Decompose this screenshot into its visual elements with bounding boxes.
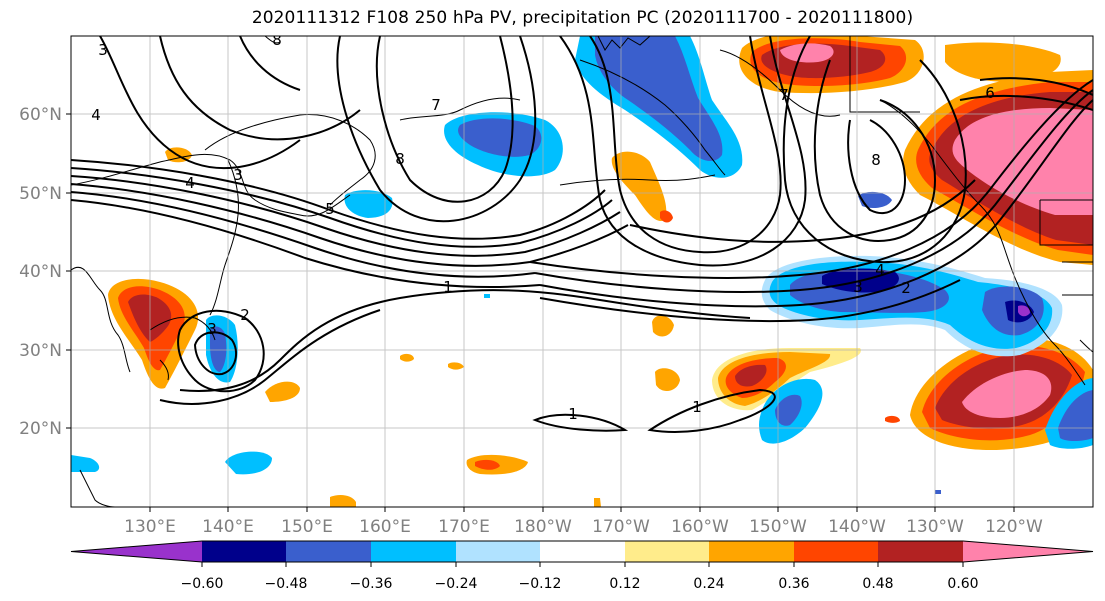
colorbar-swatch [456,541,540,562]
colorbar-tick-label: 0.48 [862,576,893,592]
colorbar-swatch [709,541,794,562]
lat-label: 20°N [19,419,62,439]
colorbar-tick-label: 0.60 [947,576,978,592]
colorbar-swatch [625,541,709,562]
colorbar-swatch [371,541,456,562]
lon-label: 160°W [671,517,729,537]
lon-label: 130°W [906,517,964,537]
contour-label: 2 [901,279,911,297]
contour-label: 4 [875,261,885,279]
colorbar-tick-label: −0.48 [265,576,308,592]
map-title: 2020111312 F108 250 hPa PV, precipitatio… [251,8,914,28]
lon-label: 150°W [749,517,807,537]
colorbar-tick-label: −0.60 [181,576,224,592]
contour-label: 1 [692,398,702,416]
lat-label: 50°N [19,184,62,204]
contour-label: 4 [91,106,101,124]
contour-label: 7 [431,96,441,114]
contour-label: 6 [985,84,995,102]
contour-labels: 3 8 4 3 4 5 8 7 7 8 6 4 3 2 1 2 3 1 1 [91,31,995,423]
colorbar-swatch [794,541,878,562]
colorbar-tick-label: −0.12 [519,576,562,592]
colorbar-swatch [540,541,625,562]
lat-label: 30°N [19,341,62,361]
contour-label: 3 [207,320,217,338]
colorbar-tick-label: 0.12 [609,576,640,592]
lon-label: 140°E [202,517,254,537]
colorbar-tick-label: −0.24 [435,576,478,592]
colorbar-swatch [71,541,202,562]
contour-label: 1 [443,278,453,296]
colorbar-tick-labels: −0.60 −0.48 −0.36 −0.24 −0.12 0.12 0.24 … [181,576,979,592]
lon-label: 180°W [514,517,572,537]
contour-label: 3 [853,278,863,296]
lon-label: 160°E [359,517,411,537]
contour-label: 8 [395,150,405,168]
colorbar-swatch [286,541,371,562]
coastlines [71,36,1093,507]
contour-label: 3 [233,166,243,184]
contour-label: 5 [325,200,335,218]
colorbar-tick-label: −0.36 [350,576,393,592]
contour-label: 4 [185,174,195,192]
contour-label: 8 [272,31,282,49]
colorbar-outline [70,540,1094,563]
colorbar-swatch [963,541,1093,562]
lon-label: 170°W [592,517,650,537]
lat-label: 40°N [19,262,62,282]
colorbar-tick-label: 0.24 [693,576,724,592]
contour-label: 3 [98,41,108,59]
axis-ticks [66,113,1015,512]
contour-label: 7 [779,86,789,104]
precip-shading: 3 8 4 3 4 5 8 7 7 8 6 4 3 2 1 2 3 1 1 [71,31,1093,507]
colorbar-swatches [71,541,1093,562]
lon-label: 150°E [281,517,333,537]
lon-label: 130°E [124,517,176,537]
latitude-labels: 60°N 50°N 40°N 30°N 20°N [19,105,62,439]
colorbar-ticks [201,562,964,567]
longitude-labels: 130°E 140°E 150°E 160°E 170°E 180°W 170°… [124,517,1043,537]
contour-label: 1 [568,405,578,423]
lon-label: 170°E [438,517,490,537]
lat-label: 60°N [19,105,62,125]
colorbar-swatch [878,541,963,562]
contour-label: 8 [871,151,881,169]
pv-contours [71,36,1093,433]
colorbar-tick-label: 0.36 [778,576,809,592]
lon-label: 120°W [985,517,1043,537]
lon-label: 140°W [828,517,886,537]
colorbar-swatch [202,541,286,562]
contour-label: 2 [240,306,250,324]
